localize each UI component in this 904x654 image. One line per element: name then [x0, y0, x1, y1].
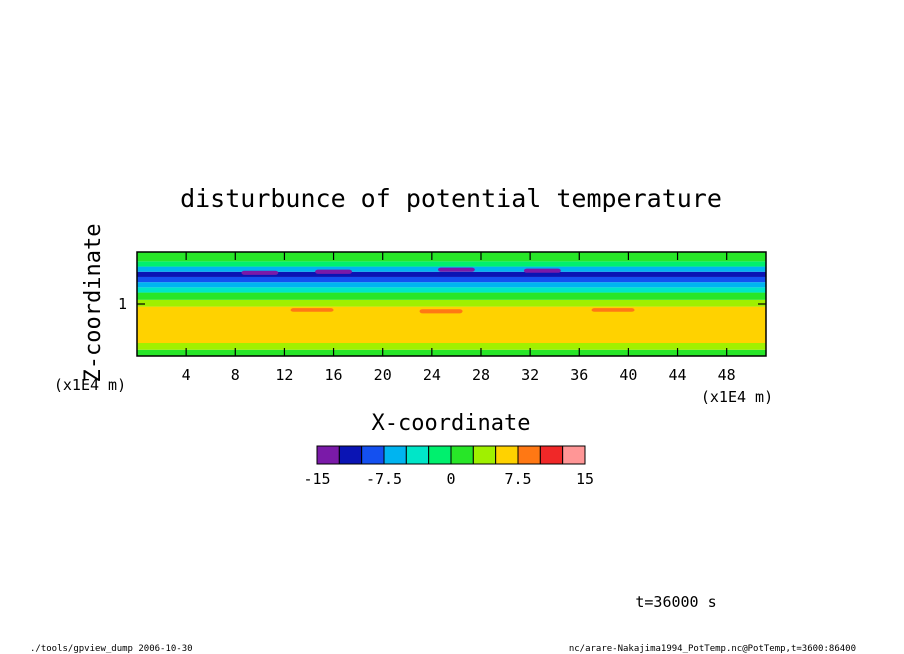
x-tick-label-11: 48: [718, 366, 736, 384]
field-extreme-0: [315, 269, 352, 274]
field-extreme-3: [241, 270, 279, 275]
y-axis: 1: [118, 295, 766, 313]
field-extreme-2: [523, 268, 561, 273]
field-band-11: [137, 252, 766, 262]
colorbar-swatch-11: [562, 445, 586, 465]
field-extreme-5: [419, 309, 463, 314]
field-extreme-4: [290, 308, 334, 312]
field-band-0: [137, 349, 766, 356]
x-tick-label-3: 16: [325, 366, 343, 384]
contour-field: [137, 252, 766, 356]
chart-title: disturbunce of potential temperature: [180, 184, 722, 213]
field-band-10: [137, 261, 766, 267]
colorbar-label-4: 15: [576, 470, 594, 488]
x-tick-label-7: 32: [521, 366, 539, 384]
x-tick-label-2: 12: [275, 366, 293, 384]
colorbar-swatch-0: [316, 445, 340, 465]
field-band-8: [137, 271, 766, 277]
field-band-6: [137, 282, 766, 288]
colorbar-swatch-8: [495, 445, 519, 465]
colorbar-swatch-5: [428, 445, 452, 465]
field-band-7: [137, 276, 766, 283]
colorbar-swatch-7: [472, 445, 497, 465]
x-tick-label-6: 28: [472, 366, 490, 384]
field-band-3: [137, 299, 766, 307]
x-axis-label: X-coordinate: [372, 411, 531, 436]
field-band-5: [137, 287, 766, 293]
colorbar-swatch-1: [338, 445, 363, 465]
y-axis-label: Z-coordinate: [81, 224, 106, 383]
time-annotation: t=36000 s: [635, 593, 716, 611]
colorbar: -15 -7.5 0 7.5 15: [303, 445, 594, 488]
x-tick-label-1: 8: [231, 366, 240, 384]
y-axis-unit: (x1E4 m): [54, 376, 126, 394]
colorbar-label-0: -15: [303, 470, 330, 488]
colorbar-label-1: -7.5: [366, 470, 402, 488]
colorbar-swatch-3: [383, 445, 407, 465]
x-tick-label-5: 24: [423, 366, 441, 384]
colorbar-swatch-10: [539, 445, 564, 465]
colorbar-label-2: 0: [446, 470, 455, 488]
x-tick-label-9: 40: [619, 366, 637, 384]
colorbar-swatch-6: [450, 445, 474, 465]
x-tick-label-4: 20: [374, 366, 392, 384]
x-axis-unit: (x1E4 m): [701, 388, 773, 406]
field-band-1: [137, 343, 766, 350]
field-band-4: [137, 292, 766, 300]
x-tick-label-10: 44: [669, 366, 687, 384]
field-extreme-6: [591, 308, 635, 312]
colorbar-swatch-4: [405, 445, 430, 465]
y-tick-label-0: 1: [118, 295, 127, 313]
colorbar-swatch-2: [361, 445, 385, 465]
x-axis: 4 8 12 16 20 24 28 32 36 40 44 48: [182, 252, 736, 384]
footer-right: nc/arare-Nakajima1994_PotTemp.nc@PotTemp…: [569, 644, 856, 654]
x-tick-label-8: 36: [570, 366, 588, 384]
footer-left: ./tools/gpview_dump 2006-10-30: [30, 644, 193, 654]
colorbar-label-3: 7.5: [504, 470, 531, 488]
x-tick-label-0: 4: [182, 366, 191, 384]
field-extreme-1: [437, 267, 475, 272]
colorbar-swatch-9: [517, 445, 541, 465]
